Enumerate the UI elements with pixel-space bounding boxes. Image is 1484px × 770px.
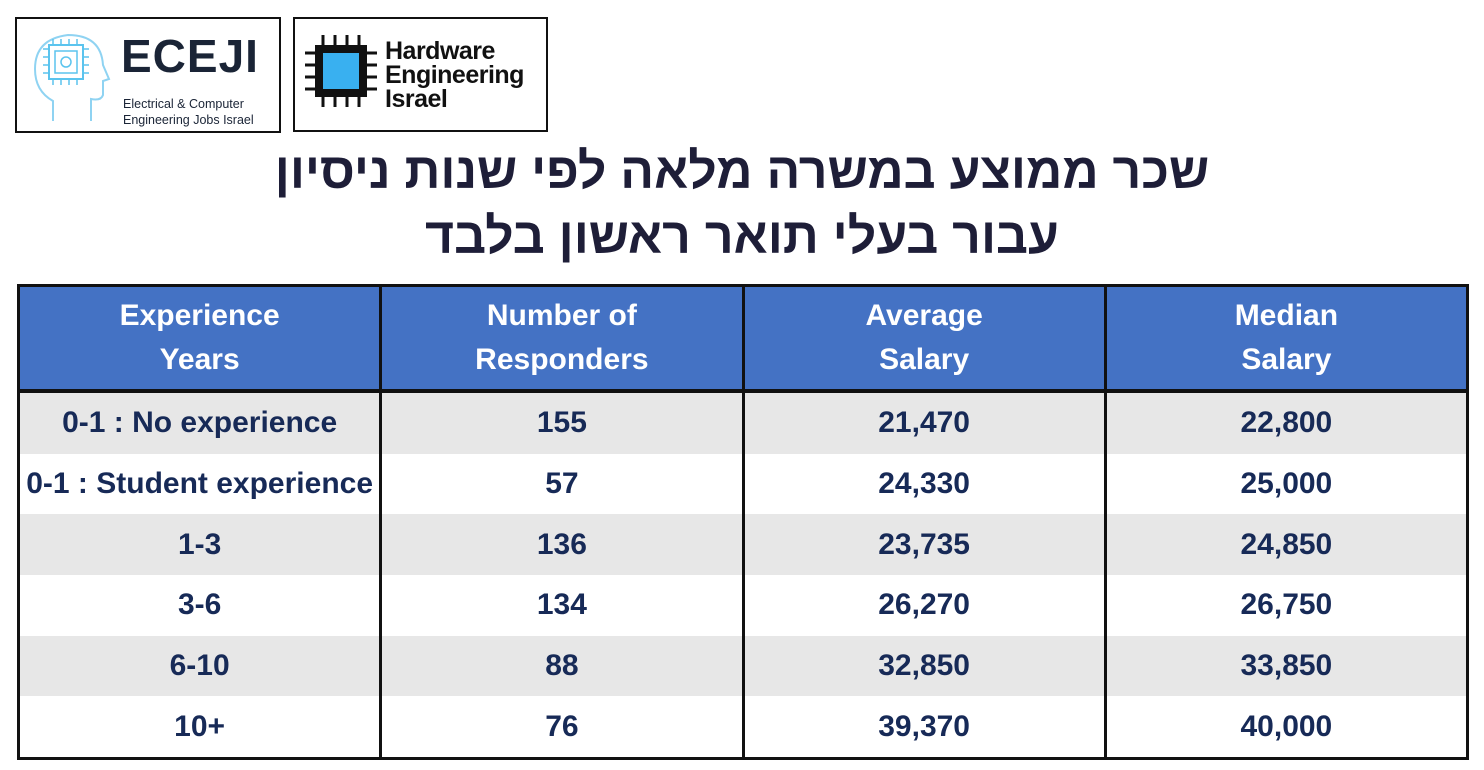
eceji-icon	[33, 33, 111, 121]
table-cell: 25,000	[1103, 453, 1468, 515]
table-cell: 23,735	[741, 514, 1106, 576]
header-row: Experience Years Number of Responders Averag…	[18, 285, 1468, 393]
table-cell: 3-6	[18, 575, 381, 636]
hardware-logo: Hardware Engineering Israel	[293, 17, 548, 132]
table-cell: 57	[379, 453, 743, 515]
table-cell: 88	[379, 635, 743, 697]
logo-line: Engineering	[385, 61, 524, 89]
logo-line: Israel	[385, 85, 448, 113]
table-cell: 21,470	[741, 391, 1106, 454]
table-row: 0-1 : Student experience 57 24,330 25,000	[18, 453, 1468, 515]
header-line: Salary	[1241, 343, 1332, 376]
table-cell: 136	[379, 514, 743, 576]
table-cell: 40,000	[1103, 696, 1468, 759]
logo-name: ECEJI	[121, 30, 259, 82]
eceji-logo: ECEJI Electrical & Computer Engineering …	[15, 17, 281, 133]
table-cell: 24,850	[1103, 514, 1468, 576]
table-row: 10+ 76 39,370 40,000	[18, 696, 1468, 759]
table-cell: 134	[379, 575, 743, 636]
table-row: 6-10 88 32,850 33,850	[18, 635, 1468, 697]
table-cell: 155	[379, 391, 743, 454]
column-header: Number of Responders	[379, 285, 743, 393]
logo-tagline: Electrical & Computer	[123, 97, 244, 111]
header-line: Responders	[475, 343, 649, 376]
chip-icon	[305, 35, 377, 107]
header-line: Median	[1234, 299, 1339, 332]
column-header: Experience Years	[18, 285, 381, 393]
header-line: Number of	[486, 299, 637, 332]
logo-tagline: Engineering Jobs Israel	[123, 113, 254, 127]
table-cell: 26,750	[1103, 575, 1468, 636]
table-row: 1-3 136 23,735 24,850	[18, 514, 1468, 576]
table-cell: 0-1 : Student experience	[18, 453, 381, 515]
table-row: 0-1 : No experience 155 21,470 22,800	[18, 391, 1468, 454]
table-cell: 6-10	[18, 635, 381, 697]
table-cell: 1-3	[18, 514, 381, 576]
table-cell: 22,800	[1103, 391, 1468, 454]
column-header: Average Salary	[741, 285, 1106, 393]
table-cell: 32,850	[741, 635, 1106, 697]
title-line: שכר ממוצע במשרה מלאה לפי שנות ניסיון	[274, 143, 1210, 199]
table-cell: 0-1 : No experience	[18, 391, 381, 454]
table-row: 3-6 134 26,270 26,750	[18, 575, 1468, 636]
table-cell: 76	[379, 696, 743, 759]
salary-table: Experience Years Number of Responders Averag…	[17, 284, 1469, 761]
table-cell: 26,270	[741, 575, 1106, 636]
header-line: Experience	[119, 299, 280, 332]
title-line: עבור בעלי תואר ראשון בלבד	[425, 208, 1059, 264]
table-cell: 33,850	[1103, 635, 1468, 697]
column-header: Median Salary	[1103, 285, 1468, 393]
header-line: Years	[159, 343, 240, 376]
header-line: Salary	[879, 343, 970, 376]
table-cell: 39,370	[741, 696, 1106, 759]
table-cell: 24,330	[741, 453, 1106, 515]
table-body: 0-1 : No experience 155 21,470 22,800 0-1 : …	[18, 391, 1468, 759]
table-cell: 10+	[18, 696, 381, 759]
header-line: Average	[865, 299, 983, 332]
logo-line: Hardware	[385, 37, 495, 65]
